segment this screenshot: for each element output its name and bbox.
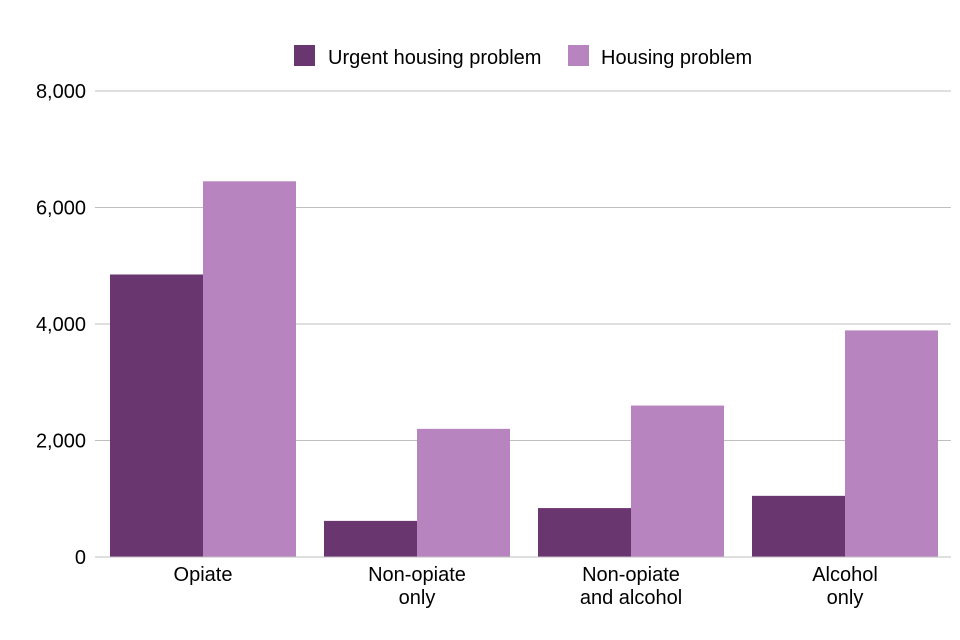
x-tick-label: Alcohol [812,564,878,586]
y-tick-label: 4,000 [36,314,86,336]
x-tick-label: Non-opiate [582,564,680,586]
legend-label-1: Housing problem [601,47,752,69]
bars [110,181,938,557]
bar-urgent-1 [324,520,417,557]
x-tick-label: and alcohol [580,587,682,609]
x-tick-label: only [827,587,864,609]
y-tick-label: 8,000 [36,81,86,103]
y-tick-label: 0 [75,547,86,569]
bar-urgent-0 [110,274,203,557]
y-tick-label: 6,000 [36,198,86,220]
legend-swatch-0 [294,45,315,66]
x-tick-label: only [399,587,436,609]
bar-housing-0 [203,181,296,557]
legend: Urgent housing problem Housing problem [294,45,752,69]
bar-urgent-2 [538,508,631,557]
bar-housing-2 [631,405,724,557]
y-tick-label: 2,000 [36,431,86,453]
bar-housing-1 [417,428,510,557]
legend-swatch-1 [568,45,589,66]
bar-urgent-3 [752,495,845,557]
bar-housing-3 [845,330,938,557]
x-tick-label: Opiate [174,564,233,586]
legend-label-0: Urgent housing problem [328,47,541,69]
x-tick-label: Non-opiate [368,564,466,586]
